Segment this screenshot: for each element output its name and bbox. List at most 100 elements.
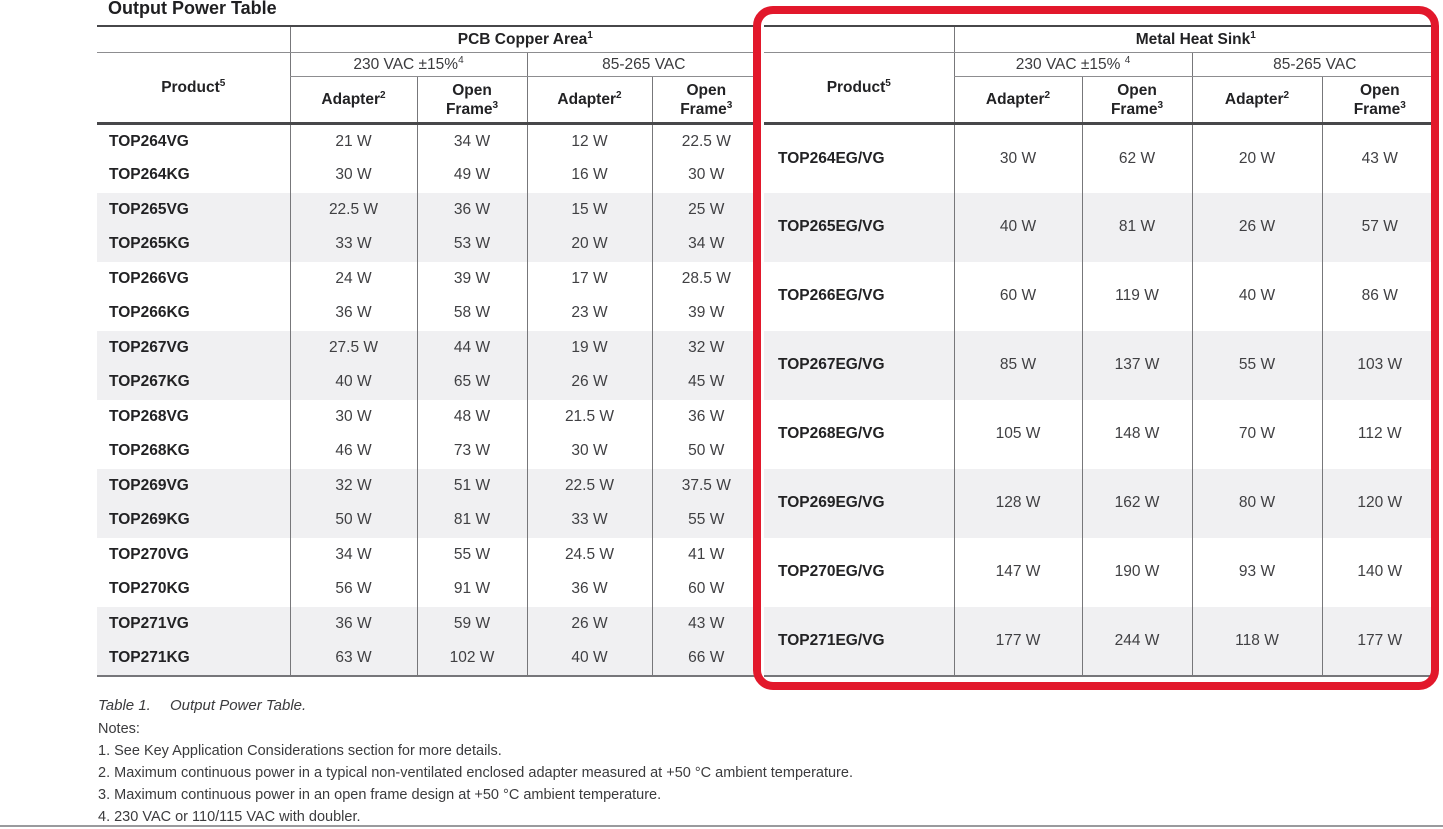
group-header: PCB Copper Area1 (289, 25, 761, 53)
corner-cell (97, 25, 290, 53)
caption-text: Output Power Table. (170, 697, 307, 714)
power-cell: 58 W (416, 296, 527, 331)
power-cell: 22.5 W (289, 192, 417, 227)
product-cell: TOP264VG (109, 132, 189, 150)
power-cell: 30 W (289, 399, 417, 434)
power-cell: 56 W (289, 572, 417, 607)
power-cell: 22.5 W (526, 468, 652, 503)
power-cell: 30 W (526, 434, 652, 469)
voltage-header-230vac: 230 VAC ±15% 4 (953, 52, 1192, 77)
table-row: TOP270VG 34 W 55 W 24.5 W 41 W (97, 537, 761, 572)
table-row: TOP267VG 27.5 W 44 W 19 W 32 W (97, 330, 761, 365)
table-row: TOP266VG 24 W 39 W 17 W 28.5 W (97, 261, 761, 296)
power-cell: 41 W (651, 537, 761, 572)
product-cell: TOP270KG (109, 580, 190, 598)
header-superscript: 4 (1124, 54, 1131, 66)
header-superscript: 2 (1044, 89, 1051, 101)
power-cell: 32 W (651, 330, 761, 365)
power-cell: 40 W (953, 192, 1082, 262)
header-superscript: 5 (885, 77, 891, 89)
power-cell: 36 W (289, 296, 417, 331)
power-cell: 16 W (526, 158, 652, 193)
power-cell: 34 W (289, 537, 417, 572)
power-cell: 46 W (289, 434, 417, 469)
power-cell: 162 W (1081, 468, 1192, 538)
power-cell: 148 W (1081, 399, 1192, 469)
product-cell: TOP271EG/VG (764, 606, 954, 677)
power-cell: 15 W (526, 192, 652, 227)
power-cell: 48 W (416, 399, 527, 434)
page-title: Output Power Table (108, 0, 277, 18)
product-column-header: Product5 (97, 52, 290, 125)
product-cell: TOP266VG (109, 269, 189, 287)
power-cell: 20 W (526, 227, 652, 262)
power-cell: 60 W (651, 572, 761, 607)
power-cell: 40 W (1191, 261, 1322, 331)
table-row: TOP265KG 33 W 53 W 20 W 34 W (97, 227, 761, 262)
table-row: TOP271EG/VG 177 W 244 W 118 W 177 W (764, 606, 1437, 677)
power-cell: 50 W (289, 503, 417, 538)
power-cell: 244 W (1081, 606, 1192, 677)
power-cell: 34 W (416, 123, 527, 158)
table-row: TOP268VG 30 W 48 W 21.5 W 36 W (97, 399, 761, 434)
note-item: 3. Maximum continuous power in an open f… (98, 787, 662, 803)
power-cell: 45 W (651, 365, 761, 400)
power-cell: 55 W (416, 537, 527, 572)
power-cell: 65 W (416, 365, 527, 400)
power-cell: 91 W (416, 572, 527, 607)
power-cell: 17 W (526, 261, 652, 296)
power-cell: 40 W (526, 641, 652, 677)
power-cell: 36 W (416, 192, 527, 227)
header-superscript: 2 (1283, 89, 1290, 101)
product-cell: TOP269EG/VG (764, 468, 954, 538)
power-cell: 55 W (651, 503, 761, 538)
power-cell: 80 W (1191, 468, 1322, 538)
table-row: TOP267EG/VG 85 W 137 W 55 W 103 W (764, 330, 1437, 400)
notes-title: Notes: (98, 721, 140, 737)
power-cell: 24.5 W (526, 537, 652, 572)
table-row: TOP269EG/VG 128 W 162 W 80 W 120 W (764, 468, 1437, 538)
product-cell: TOP269VG (97, 468, 290, 503)
product-cell: TOP265VG (97, 192, 290, 227)
note-item: 4. 230 VAC or 110/115 VAC with doubler. (98, 809, 361, 825)
power-cell: 21 W (289, 123, 417, 158)
product-cell: TOP268VG (109, 407, 189, 425)
table-row: TOP267KG 40 W 65 W 26 W 45 W (97, 365, 761, 400)
power-cell: 190 W (1081, 537, 1192, 607)
power-cell: 128 W (953, 468, 1082, 538)
power-cell: 40 W (289, 365, 417, 400)
table-row: TOP270KG 56 W 91 W 36 W 60 W (97, 572, 761, 607)
power-cell: 26 W (526, 606, 652, 641)
product-cell: TOP268EG/VG (778, 425, 885, 442)
group-header: Metal Heat Sink1 (953, 25, 1437, 53)
product-cell: TOP266KG (109, 304, 190, 322)
column-header-adapter: Adapter2 (526, 76, 652, 125)
power-cell: 120 W (1321, 468, 1437, 538)
power-cell: 103 W (1321, 330, 1437, 400)
power-cell: 81 W (416, 503, 527, 538)
product-cell: TOP268KG (109, 442, 190, 460)
power-cell: 62 W (1081, 123, 1192, 193)
power-cell: 33 W (526, 503, 652, 538)
power-cell: 20 W (1191, 123, 1322, 193)
pcb-copper-area-table: PCB Copper Area1 Product5 230 VAC ±15%4 … (97, 25, 761, 677)
note-item: 1. See Key Application Considerations se… (98, 743, 502, 759)
power-cell: 28.5 W (651, 261, 761, 296)
power-cell: 30 W (651, 158, 761, 193)
product-cell: TOP266EG/VG (778, 287, 885, 304)
product-cell: TOP267EG/VG (764, 330, 954, 400)
power-cell: 33 W (289, 227, 417, 262)
metal-heat-sink-table: Metal Heat Sink1 Product5 230 VAC ±15% 4… (764, 25, 1437, 677)
power-cell: 102 W (416, 641, 527, 677)
product-cell: TOP270VG (109, 545, 189, 563)
product-cell: TOP264KG (109, 166, 190, 184)
column-header-open-frame: Open Frame3 (416, 76, 527, 125)
header-superscript: 3 (726, 99, 733, 111)
power-cell: 37.5 W (651, 468, 761, 503)
corner-cell (764, 25, 954, 53)
power-cell: 30 W (953, 123, 1082, 193)
power-cell: 66 W (651, 641, 761, 677)
product-column-header: Product5 (764, 52, 954, 125)
table-row: TOP268EG/VG 105 W 148 W 70 W 112 W (764, 399, 1437, 469)
power-cell: 70 W (1191, 399, 1322, 469)
